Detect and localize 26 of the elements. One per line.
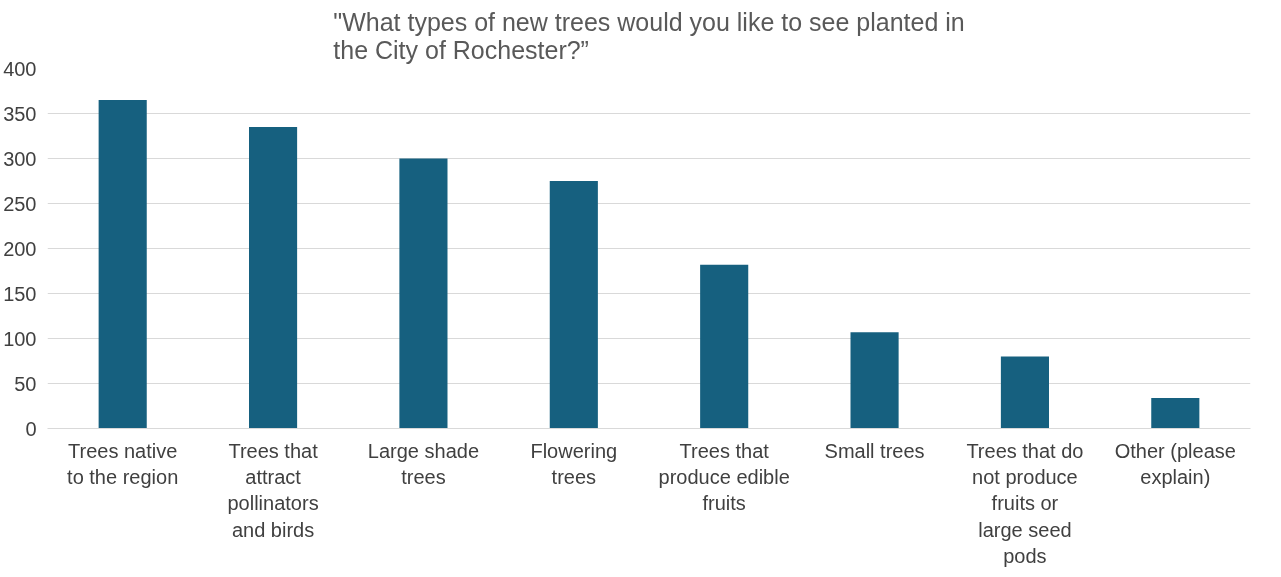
y-tick-label: 400 <box>3 57 37 80</box>
bar <box>399 158 448 429</box>
x-tick-label: Trees that do not produce fruits or large seed pods <box>966 439 1084 568</box>
bar <box>850 332 899 429</box>
x-tick-label: Trees that produce edible fruits <box>658 439 790 515</box>
x-tick-label: Flowering trees <box>530 439 618 488</box>
y-tick-label: 50 <box>14 372 37 395</box>
x-tick-label: Trees native to the region <box>67 439 179 488</box>
bar <box>249 127 298 429</box>
x-tick-label: Other (please explain) <box>1114 439 1236 488</box>
bar <box>1000 356 1049 429</box>
chart-title: "What types of new trees would you like to see planted in the City of Rochester?” <box>333 7 965 64</box>
y-tick-label: 350 <box>3 102 37 125</box>
bar <box>700 264 749 429</box>
x-tick-label: Large shade trees <box>367 439 480 488</box>
y-tick-label: 200 <box>3 237 37 260</box>
x-tick-label: Small trees <box>824 439 925 462</box>
bar <box>98 100 147 429</box>
y-tick-label: 250 <box>3 192 37 215</box>
y-tick-label: 0 <box>25 417 37 440</box>
y-tick-label: 300 <box>3 147 37 170</box>
x-tick-label: Trees that attract pollinators and birds <box>227 439 319 541</box>
y-tick-label: 150 <box>3 282 37 305</box>
bar <box>1151 397 1200 429</box>
bar <box>549 181 598 429</box>
y-tick-label: 100 <box>3 327 37 350</box>
